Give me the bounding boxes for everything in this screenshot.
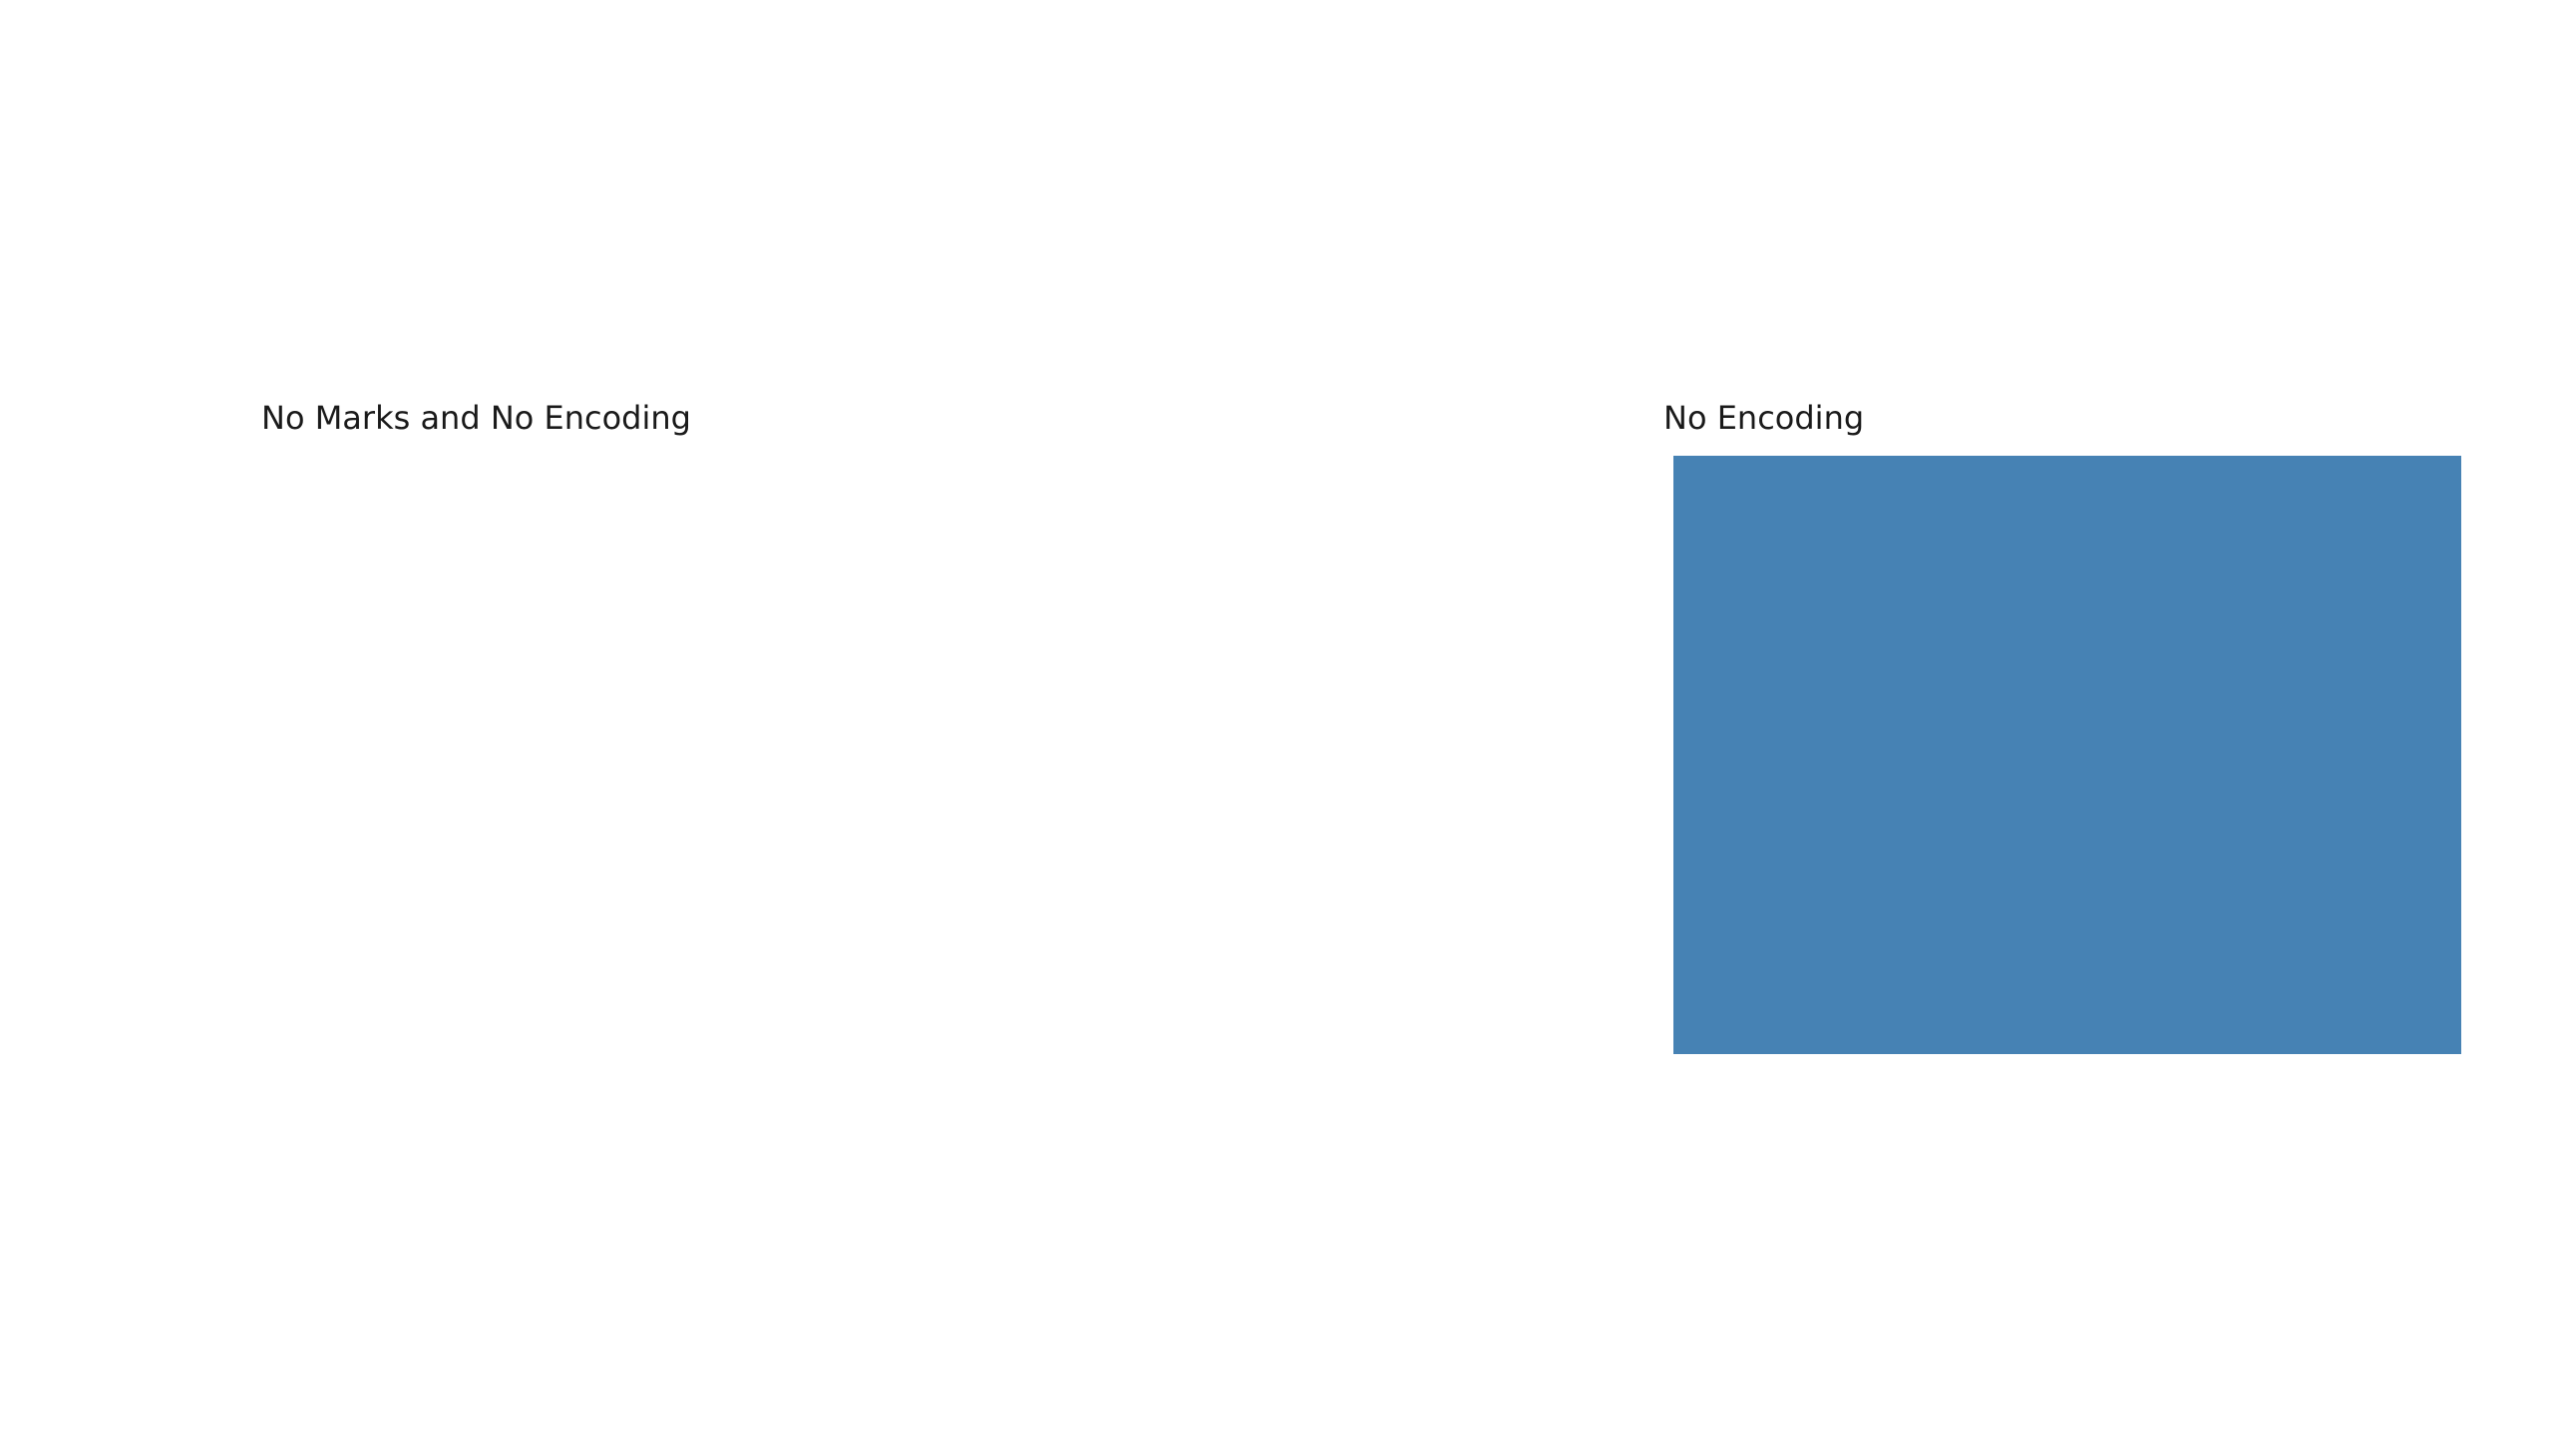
rect-mark (1673, 456, 2461, 1054)
chart-no-marks: No Marks and No Encoding (261, 394, 1039, 1062)
plot-area (1673, 456, 2461, 1054)
chart-title: No Encoding (1663, 399, 1865, 437)
plot-area-empty (271, 456, 1059, 1054)
chart-title: No Marks and No Encoding (261, 399, 691, 437)
chart-no-encoding: No Encoding (1663, 394, 2461, 1062)
plot-svg (1673, 456, 2461, 1054)
